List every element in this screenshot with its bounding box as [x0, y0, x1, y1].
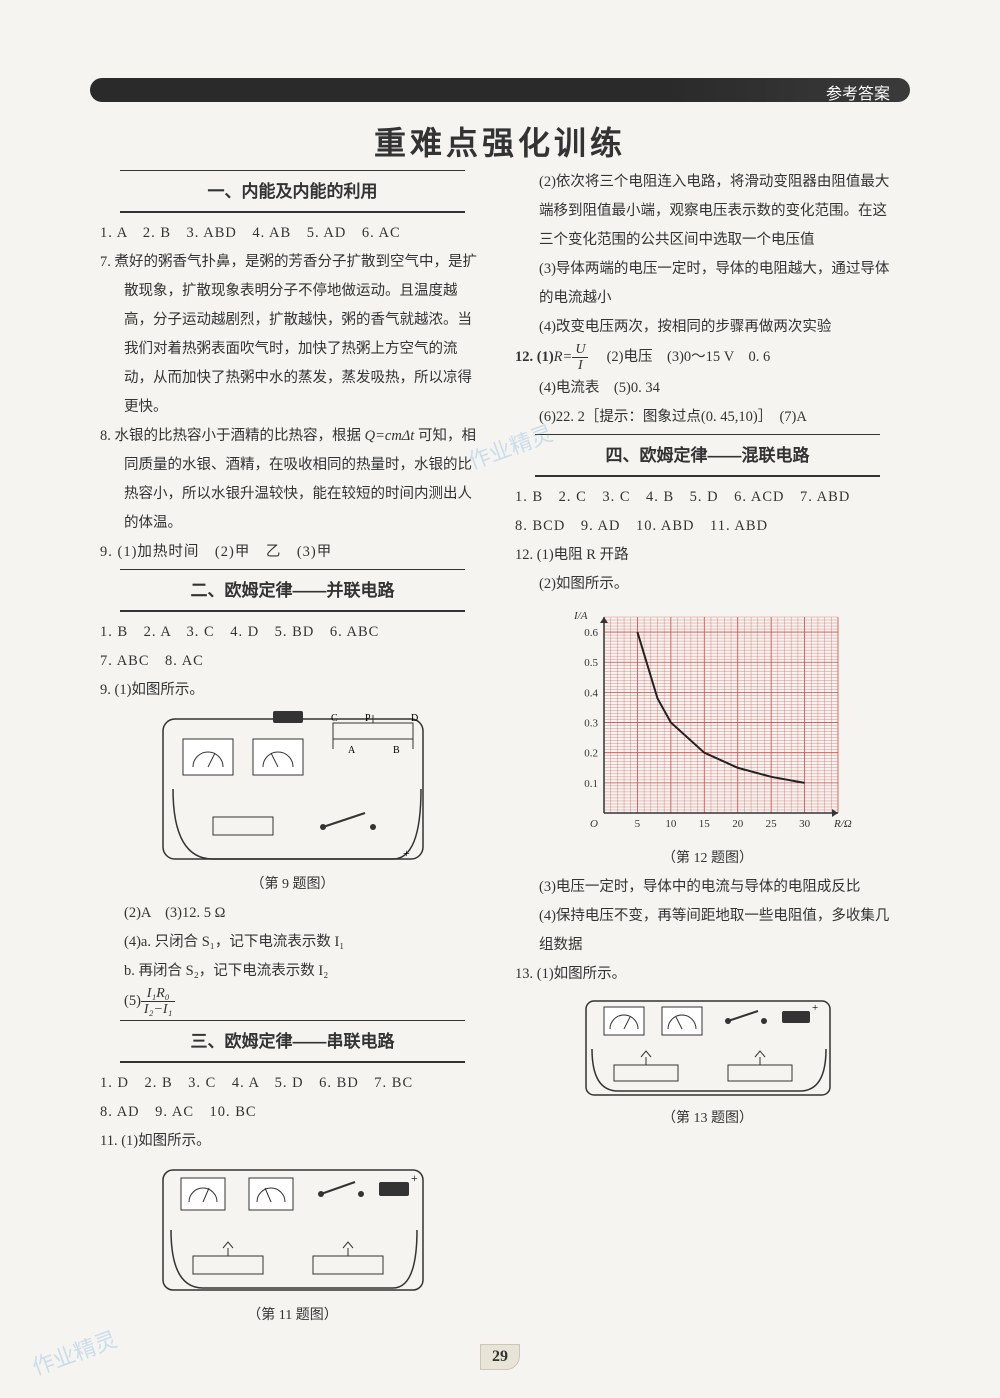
svg-text:O: O: [590, 818, 598, 830]
fig9-caption: （第 9 题图）: [100, 871, 485, 899]
svg-text:0.4: 0.4: [584, 687, 598, 699]
figure-13-circuit: +: [578, 993, 838, 1103]
s3-q12-den: I: [572, 358, 588, 373]
s4-ans1: 1. B 2. C 3. C 4. B 5. D 6. ACD 7. ABD: [515, 483, 900, 512]
s1-q8: 8. 水银的比热容小于酒精的比热容，根据 Q=cmΔt 可知，相同质量的水银、酒…: [100, 422, 485, 538]
s2-q9-4: (4)a. 只闭合 S₁，记下电流表示数 I₁: [100, 928, 485, 957]
page-number-value: 29: [480, 1344, 520, 1370]
s3-q11-1: 11. (1)如图所示。: [100, 1127, 485, 1156]
fig13-caption: （第 13 题图）: [515, 1105, 900, 1133]
figure-11-circuit: +: [153, 1160, 433, 1300]
section-2-title: 二、欧姆定律——并联电路: [120, 571, 465, 612]
svg-text:20: 20: [732, 818, 744, 830]
svg-text:30: 30: [799, 818, 811, 830]
svg-text:0.2: 0.2: [584, 747, 598, 759]
svg-text:D: D: [411, 713, 418, 724]
svg-text:0.3: 0.3: [584, 717, 598, 729]
s1-q8-formula: Q=cmΔt: [365, 428, 415, 444]
fig11-caption: （第 11 题图）: [100, 1302, 485, 1330]
page-number: 29: [480, 1344, 520, 1370]
s4-q13-1: 13. (1)如图所示。: [515, 960, 900, 989]
s2-q9-2: (2)A (3)12. 5 Ω: [100, 899, 485, 928]
svg-text:R/Ω: R/Ω: [833, 818, 852, 830]
s4-q12-1: 12. (1)电阻 R 开路: [515, 541, 900, 570]
s1-answers: 1. A 2. B 3. ABD 4. AB 5. AD 6. AC: [100, 219, 485, 248]
s3-q11-4: (4)改变电压两次，按相同的步骤再做两次实验: [515, 313, 900, 342]
header-label: 参考答案: [826, 80, 890, 104]
s3-q12-R: R=: [554, 349, 573, 365]
s3-q12-23: (2)电压 (3)0～15 V 0. 6: [607, 349, 771, 365]
s4-q12-4: (4)保持电压不变，再等间距地取一些电阻值，多收集几组数据: [515, 902, 900, 960]
s1-q7: 7. 煮好的粥香气扑鼻，是粥的芳香分子扩散到空气中，是扩散现象，扩散现象表明分子…: [100, 248, 485, 422]
svg-text:+: +: [411, 1171, 418, 1185]
s3-q12-line1: 12. (1)R=UI (2)电压 (3)0～15 V 0. 6: [515, 342, 900, 374]
svg-text:+: +: [403, 846, 410, 860]
s3-q11-2: (2)依次将三个电阻连入电路，将滑动变阻器由阻值最大端移到阻值最小端，观察电压表…: [515, 168, 900, 255]
s3-q12-num: U: [572, 342, 588, 358]
right-column: (2)依次将三个电阻连入电路，将滑动变阻器由阻值最大端移到阻值最小端，观察电压表…: [515, 168, 900, 1338]
figure-12-chart: 5 10 15 20 25 30 0.1 0.2 0.3 0.4 0.5 0.6 O R/Ω I/A: [558, 603, 858, 843]
s2-q9-4b: b. 再闭合 S₂，记下电流表示数 I₂: [100, 957, 485, 986]
header-bar: 参考答案: [90, 78, 910, 102]
svg-text:C: C: [331, 713, 338, 724]
section-4-title: 四、欧姆定律——混联电路: [535, 436, 880, 477]
s3-ans2: 8. AD 9. AC 10. BC: [100, 1098, 485, 1127]
svg-text:0.6: 0.6: [584, 627, 598, 639]
s3-q12-pre: 12. (1): [515, 349, 554, 365]
figure-9-circuit: C P D A B +: [153, 709, 433, 869]
svg-text:25: 25: [765, 818, 777, 830]
svg-text:B: B: [393, 745, 400, 756]
s4-ans2: 8. BCD 9. AD 10. ABD 11. ABD: [515, 512, 900, 541]
s2-q9-5: (5)I₁R₀I₂−I₁: [100, 986, 485, 1018]
s1-q8-pre: 8. 水银的比热容小于酒精的比热容，根据: [100, 428, 365, 444]
s2-ans2: 7. ABC 8. AC: [100, 647, 485, 676]
left-column: 一、内能及内能的利用 1. A 2. B 3. ABD 4. AB 5. AD …: [100, 168, 485, 1338]
svg-text:P: P: [365, 713, 371, 724]
s4-q12-2: (2)如图所示。: [515, 570, 900, 599]
svg-text:0.5: 0.5: [584, 657, 598, 669]
s3-ans1: 1. D 2. B 3. C 4. A 5. D 6. BD 7. BC: [100, 1069, 485, 1098]
s2-q9-5-den: I₂−I₁: [141, 1002, 176, 1017]
section-3-title: 三、欧姆定律——串联电路: [120, 1022, 465, 1063]
svg-text:A: A: [348, 745, 356, 756]
svg-text:I/A: I/A: [573, 610, 588, 622]
s3-q11-3: (3)导体两端的电压一定时，导体的电阻越大，通过导体的电流越小: [515, 255, 900, 313]
s4-q12-3: (3)电压一定时，导体中的电流与导体的电阻成反比: [515, 873, 900, 902]
s3-q12-45: (4)电流表 (5)0. 34: [515, 374, 900, 403]
s2-q9-5-num: I₁R₀: [141, 986, 176, 1002]
content-columns: 一、内能及内能的利用 1. A 2. B 3. ABD 4. AB 5. AD …: [100, 168, 900, 1338]
svg-text:5: 5: [634, 818, 640, 830]
svg-text:10: 10: [665, 818, 677, 830]
s2-ans1: 1. B 2. A 3. C 4. D 5. BD 6. ABC: [100, 618, 485, 647]
main-title: 重难点强化训练: [0, 118, 1000, 164]
svg-text:15: 15: [698, 818, 710, 830]
fig12-caption: （第 12 题图）: [515, 845, 900, 873]
svg-text:+: +: [812, 1002, 818, 1014]
s1-q9: 9. (1)加热时间 (2)甲 乙 (3)甲: [100, 538, 485, 567]
s2-q9-5-prefix: (5): [124, 993, 141, 1009]
s3-q12-6: (6)22. 2［提示：图象过点(0. 45,10)］ (7)A: [515, 403, 900, 432]
section-1-title: 一、内能及内能的利用: [120, 172, 465, 213]
svg-text:0.1: 0.1: [584, 778, 598, 790]
s2-q9-1: 9. (1)如图所示。: [100, 676, 485, 705]
